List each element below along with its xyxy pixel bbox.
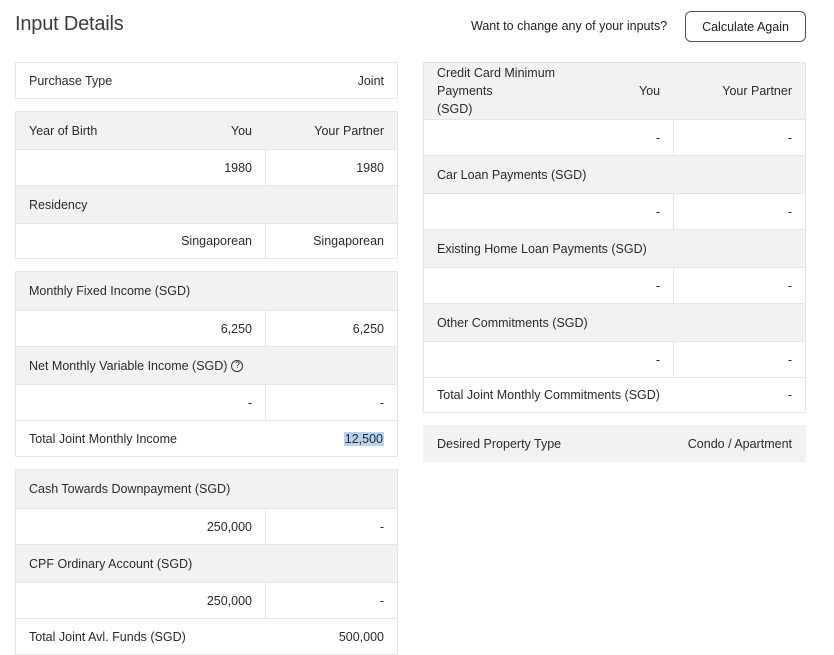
property-type-value: Condo / Apartment	[687, 436, 792, 451]
yob-label: Year of Birth	[29, 123, 98, 138]
home-loan-values-row: - -	[424, 267, 805, 303]
other-commitments-you-value: -	[655, 352, 660, 367]
change-inputs-prompt: Want to change any of your inputs?	[471, 19, 668, 33]
fixed-income-values-row: 6,250 6,250	[16, 310, 397, 346]
credit-card-label-line1: Credit Card Minimum Payments	[437, 66, 556, 98]
total-commitments-label: Total Joint Monthly Commitments (SGD)	[437, 387, 660, 402]
total-funds-label: Total Joint Avl. Funds (SGD)	[29, 629, 186, 644]
home-loan-partner-value: -	[673, 268, 805, 303]
other-commitments-partner-value: -	[673, 342, 805, 377]
total-commitments-row: Total Joint Monthly Commitments (SGD) -	[424, 377, 805, 411]
page-title: Input Details	[15, 13, 124, 35]
credit-card-label-line2: (SGD)	[437, 102, 473, 116]
commitments-card: Credit Card Minimum Payments (SGD) You Y…	[423, 62, 806, 413]
fixed-income-header-row: Monthly Fixed Income (SGD)	[16, 272, 397, 310]
credit-card-partner-value: -	[673, 120, 805, 155]
variable-income-header-row: Net Monthly Variable Income (SGD) ?	[16, 346, 397, 384]
credit-card-header-row: Credit Card Minimum Payments (SGD) You Y…	[424, 63, 805, 119]
income-card: Monthly Fixed Income (SGD) 6,250 6,250 N…	[15, 271, 398, 457]
car-loan-you-value: -	[655, 204, 660, 219]
cpf-ordinary-label: CPF Ordinary Account (SGD)	[29, 556, 193, 571]
variable-income-partner-value: -	[265, 385, 397, 420]
fixed-income-label: Monthly Fixed Income (SGD)	[29, 284, 191, 298]
total-income-value: 12,500	[343, 431, 384, 446]
cpf-you-value: 250,000	[206, 593, 252, 608]
other-commitments-values-row: - -	[424, 341, 805, 377]
property-type-row: Desired Property Type Condo / Apartment	[424, 426, 805, 461]
personal-details-card: Year of Birth You Your Partner 1980 1980…	[15, 111, 398, 259]
variable-income-label: Net Monthly Variable Income (SGD)	[29, 358, 228, 373]
residency-partner-value: Singaporean	[265, 224, 397, 258]
purchase-type-row: Purchase Type Joint	[16, 63, 397, 98]
cash-downpayment-label: Cash Towards Downpayment (SGD)	[29, 482, 231, 496]
credit-card-values-row: - -	[424, 119, 805, 155]
total-funds-value: 500,000	[338, 629, 384, 644]
help-icon[interactable]: ?	[231, 359, 244, 372]
variable-income-values-row: - -	[16, 384, 397, 420]
other-commitments-header-row: Other Commitments (SGD)	[424, 303, 805, 341]
cpf-values-row: 250,000 -	[16, 582, 397, 618]
other-commitments-label: Other Commitments (SGD)	[437, 315, 588, 330]
commitments-partner-header: Your Partner	[722, 84, 792, 98]
funds-card: Cash Towards Downpayment (SGD) 250,000 -…	[15, 469, 398, 655]
residency-header-row: Residency	[16, 185, 397, 223]
cash-you-value: 250,000	[206, 519, 252, 534]
credit-card-label: Credit Card Minimum Payments (SGD)	[424, 63, 626, 119]
total-commitments-value: -	[787, 387, 792, 402]
home-loan-header-row: Existing Home Loan Payments (SGD)	[424, 229, 805, 267]
cash-partner-value: -	[265, 509, 397, 544]
calculate-again-button[interactable]: Calculate Again	[685, 11, 806, 42]
partner-column-header: Your Partner	[314, 123, 384, 138]
total-funds-row: Total Joint Avl. Funds (SGD) 500,000	[16, 618, 397, 654]
property-type-card: Desired Property Type Condo / Apartment	[423, 425, 806, 462]
car-loan-values-row: - -	[424, 193, 805, 229]
home-loan-you-value: -	[655, 278, 660, 293]
purchase-type-card: Purchase Type Joint	[15, 62, 398, 99]
residency-values-row: Singaporean Singaporean	[16, 223, 397, 258]
home-loan-label: Existing Home Loan Payments (SGD)	[437, 241, 647, 256]
car-loan-header-row: Car Loan Payments (SGD)	[424, 155, 805, 193]
cpf-partner-value: -	[265, 583, 397, 618]
commitments-you-header: You	[639, 84, 661, 98]
yob-values-row: 1980 1980	[16, 149, 397, 185]
total-income-row: Total Joint Monthly Income 12,500	[16, 420, 397, 456]
yob-you-value: 1980	[224, 160, 252, 175]
purchase-type-label: Purchase Type	[29, 73, 113, 88]
residency-you-value: Singaporean	[181, 234, 252, 248]
you-column-header: You	[230, 123, 252, 138]
cash-values-row: 250,000 -	[16, 508, 397, 544]
cash-header-row: Cash Towards Downpayment (SGD)	[16, 470, 397, 508]
residency-label: Residency	[29, 197, 88, 212]
yob-header-row: Year of Birth You Your Partner	[16, 112, 397, 149]
credit-card-you-value: -	[655, 130, 660, 145]
total-income-value-wrap: 12,500	[331, 421, 397, 456]
property-type-label: Desired Property Type	[437, 436, 562, 451]
cpf-header-row: CPF Ordinary Account (SGD)	[16, 544, 397, 582]
fixed-income-you-value: 6,250	[220, 321, 252, 336]
total-income-label: Total Joint Monthly Income	[29, 431, 177, 446]
fixed-income-partner-value: 6,250	[265, 311, 397, 346]
car-loan-label: Car Loan Payments (SGD)	[437, 167, 587, 182]
car-loan-partner-value: -	[673, 194, 805, 229]
variable-income-you-value: -	[247, 395, 252, 410]
yob-partner-value: 1980	[265, 150, 397, 185]
purchase-type-value: Joint	[357, 73, 384, 88]
variable-income-label-wrap: Net Monthly Variable Income (SGD) ?	[16, 347, 397, 384]
